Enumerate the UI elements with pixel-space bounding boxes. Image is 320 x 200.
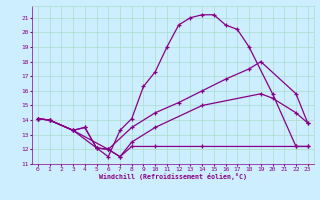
- X-axis label: Windchill (Refroidissement éolien,°C): Windchill (Refroidissement éolien,°C): [99, 173, 247, 180]
